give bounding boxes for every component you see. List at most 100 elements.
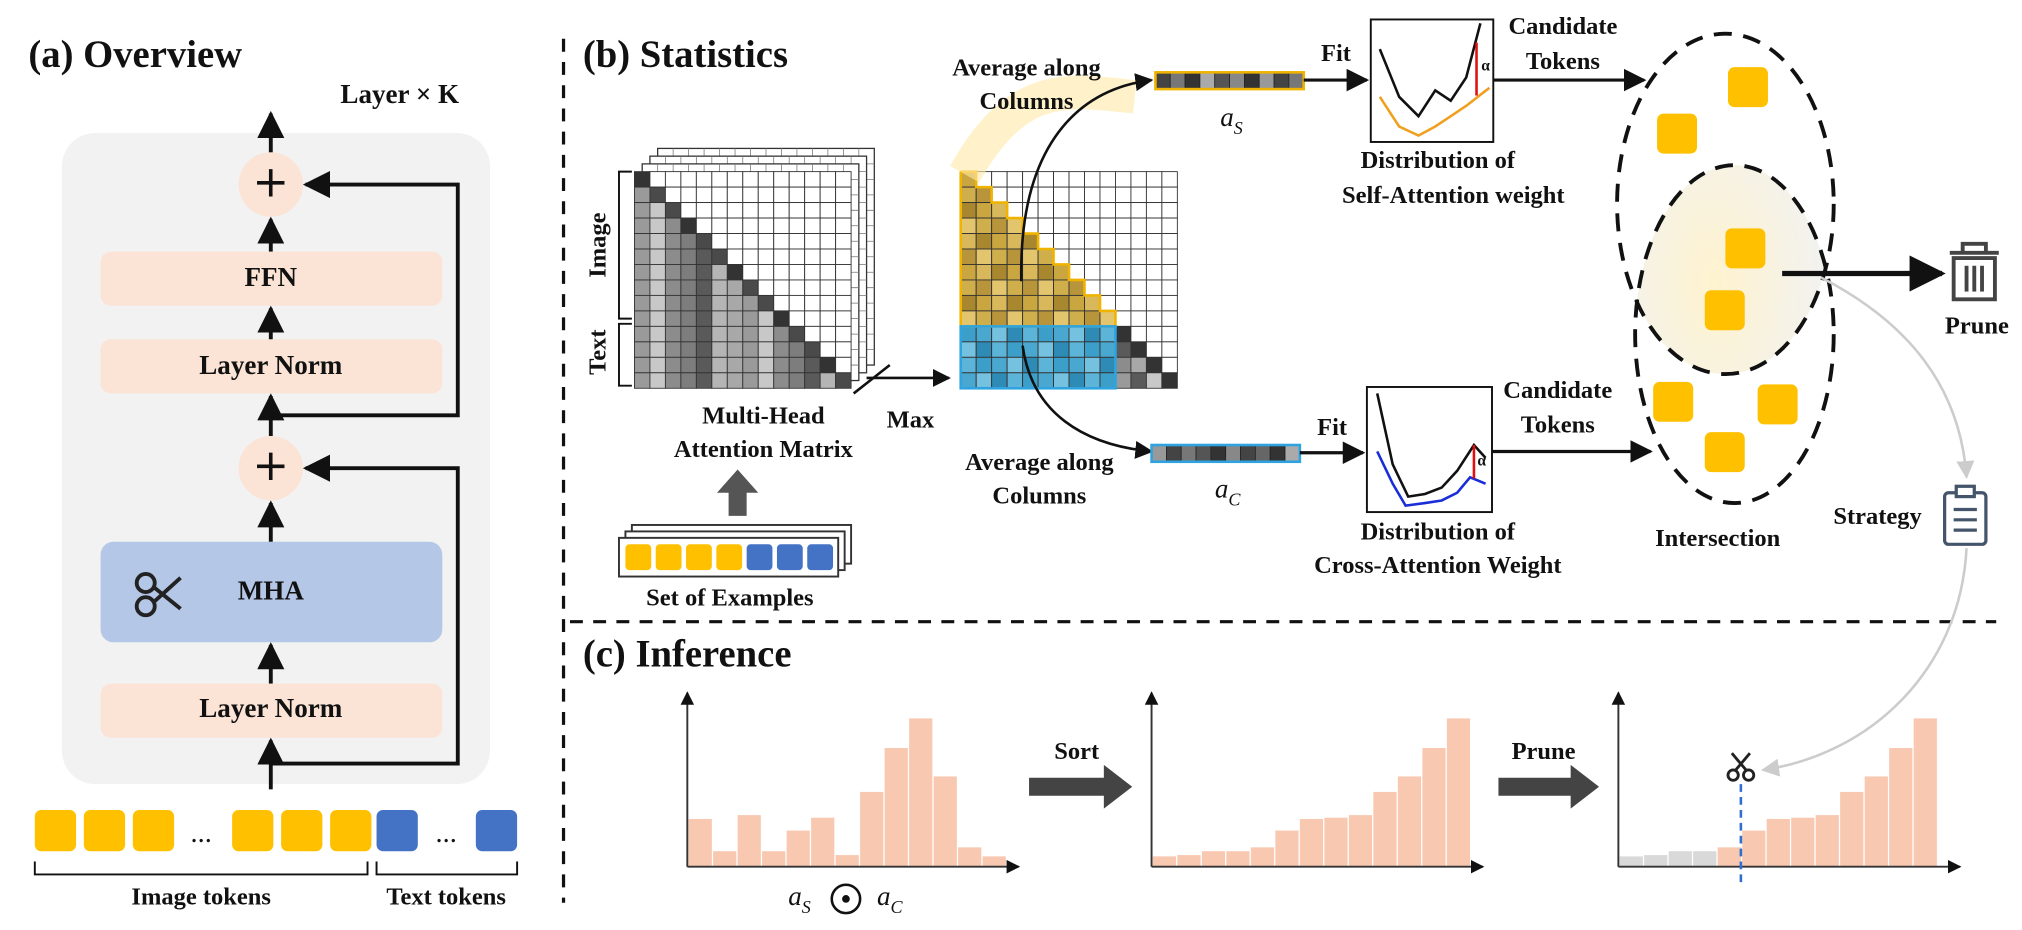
bar: [1152, 856, 1177, 867]
matrix-cell: [1145, 186, 1163, 204]
matrix-cell: [835, 279, 852, 296]
matrix-cell: [975, 356, 993, 374]
matrix-cell: [664, 356, 682, 374]
histograms: [680, 691, 1962, 874]
matrix-cell: [726, 233, 744, 250]
matrix-cell: [695, 372, 713, 389]
matrix-cell: [742, 233, 759, 250]
matrix-cell: [1006, 186, 1024, 204]
shape: [134, 572, 157, 594]
glow: [949, 75, 1137, 183]
matrix-cell: [680, 294, 697, 312]
matrix-cell: [726, 186, 744, 204]
prune-arrow: [1498, 764, 1600, 809]
matrix-cell: [1022, 248, 1039, 265]
matrix-cell: [634, 372, 651, 389]
matrix-cell: [819, 233, 837, 250]
matrix-cell: [788, 202, 806, 219]
matrix-cell: [726, 310, 744, 327]
matrix-cell: [711, 325, 728, 343]
token: [746, 544, 773, 571]
matrix-cell: [726, 217, 744, 234]
shape: [1378, 86, 1491, 137]
matrix-cell: [819, 171, 837, 188]
trash-icon: [1949, 241, 1999, 302]
inference-title: (c) Inference: [583, 634, 792, 676]
shape: [1960, 241, 1988, 253]
matrix-cell: [819, 341, 837, 358]
candidate-label: Candidate: [1508, 13, 1617, 40]
matrix-cell: [788, 279, 806, 296]
matrix-cell: [1084, 171, 1101, 188]
matrix-cell: [1037, 233, 1055, 250]
matrix-cell: [773, 372, 790, 389]
matrix-cell: [1145, 248, 1163, 265]
matrix-cell: [835, 341, 852, 358]
matrix-cell: [975, 233, 993, 250]
matrix-cell: [991, 325, 1008, 343]
matrix-cell: [757, 372, 775, 389]
matrix-cell: [695, 202, 713, 219]
vector-cell: [1254, 444, 1271, 463]
matrix-cell: [1068, 356, 1085, 374]
matrix-cell: [664, 248, 682, 265]
matrix-cell: [835, 294, 852, 312]
matrix-cell: [804, 171, 821, 188]
matrix-cell: [1115, 202, 1132, 219]
matrix-cell: [1130, 186, 1147, 204]
matrix-cell: [960, 372, 977, 389]
examples-label: Set of Examples: [646, 584, 813, 611]
matrix-cell: [1099, 171, 1116, 188]
token: [1725, 228, 1766, 269]
matrix-cell: [975, 279, 993, 296]
matrix-cell: [711, 217, 728, 234]
matrix-cell: [1099, 294, 1116, 312]
matrix-cell: [664, 372, 682, 389]
shape: [1369, 18, 1495, 143]
matrix-cell: [634, 341, 651, 358]
vector-cell: [1258, 71, 1275, 90]
matrix-cell: [1053, 171, 1070, 188]
matrix-cell: [649, 341, 666, 358]
matrix-cell: [726, 171, 744, 188]
strategy-label: Strategy: [1833, 503, 1922, 530]
matrix-cell: [634, 233, 651, 250]
bar: [1201, 851, 1226, 867]
vector-outline: [1154, 71, 1306, 91]
matrix-cell: [1145, 325, 1163, 343]
symbol: a: [788, 881, 802, 911]
matrix-cell: [664, 341, 682, 358]
matrix-cell: [819, 264, 837, 281]
matrix-cell: [1099, 325, 1116, 343]
matrix-cell: [695, 233, 713, 250]
bar: [1913, 718, 1937, 867]
matrix-cell: [1099, 233, 1116, 250]
matrix-cell: [788, 217, 806, 234]
matrix-cell: [804, 294, 821, 312]
vector-cell: [1229, 71, 1245, 90]
matrix-cell: [1099, 341, 1116, 358]
matrix-cell: [1115, 310, 1132, 327]
matrix-cell: [711, 341, 728, 358]
matrix-cell: [960, 186, 977, 204]
matrix-cell: [1084, 202, 1101, 219]
scissors-icon: [134, 572, 182, 618]
token: [1657, 113, 1698, 154]
average-label: Columns: [979, 88, 1073, 115]
bar: [860, 791, 884, 867]
matrix-cell: [1068, 186, 1085, 204]
matrix-cell: [773, 217, 790, 234]
bar: [1275, 830, 1299, 867]
vector-cell: [1210, 444, 1227, 463]
token: [807, 544, 834, 571]
matrix-cell: [1053, 202, 1070, 219]
matrix-cell: [649, 186, 666, 204]
shape: [1954, 484, 1976, 499]
matrix-cell: [1115, 294, 1132, 312]
alpha: α: [1481, 58, 1490, 75]
vector-cell: [1195, 444, 1212, 463]
matrix-cell: [649, 310, 666, 327]
matrix-cell: [991, 233, 1008, 250]
matrix-cell: [1053, 372, 1070, 389]
